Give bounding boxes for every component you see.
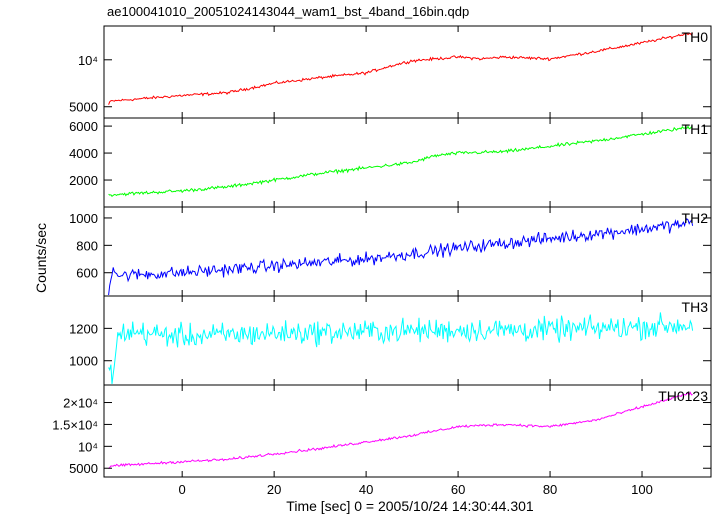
panel-th0123: 5000 10⁴ 1.5×10⁴ 2×10⁴ TH0123 — [52, 384, 712, 478]
panel-label-th2: TH2 — [682, 210, 709, 226]
x-tick-label: 100 — [631, 482, 653, 497]
y-tick-label: 600 — [76, 266, 98, 281]
y-tick-label: 2000 — [69, 173, 98, 188]
y-tick-label: 1200 — [69, 321, 98, 336]
y-tick-label: 800 — [76, 238, 98, 253]
panel-frame-th0 — [103, 25, 712, 119]
x-tick-label: 80 — [543, 482, 557, 497]
y-tick-label: 10⁴ — [78, 53, 98, 68]
panel-frame-th2 — [103, 206, 712, 297]
x-tick-label: 40 — [359, 482, 373, 497]
series-th0123-line — [108, 391, 693, 470]
panel-label-th3: TH3 — [682, 299, 709, 315]
panel-frame-th1 — [103, 117, 712, 208]
y-tick-label: 2×10⁴ — [63, 396, 98, 411]
panel-th2: 600 800 1000 TH2 — [69, 206, 712, 297]
x-tick-label: 0 — [179, 482, 186, 497]
y-tick-label: 10⁴ — [78, 439, 98, 454]
panel-frame-th0123 — [103, 384, 712, 478]
panel-th0: 5000 10⁴ TH0 — [69, 25, 712, 119]
y-tick-label: 1000 — [69, 354, 98, 369]
panel-label-th1: TH1 — [682, 121, 709, 137]
panel-frame-th3 — [103, 295, 712, 386]
panel-th1: 2000 4000 6000 TH1 — [69, 117, 712, 208]
y-tick-label: 5000 — [69, 100, 98, 115]
y-tick-label: 1000 — [69, 211, 98, 226]
y-axis-label: Counts/sec — [33, 223, 49, 293]
x-tick-label: 20 — [267, 482, 281, 497]
chart-title: ae100041010_20051024143044_wam1_bst_4ban… — [107, 4, 469, 19]
series-th2-line — [108, 218, 694, 296]
y-tick-label: 5000 — [69, 461, 98, 476]
series-th0-line — [108, 32, 694, 105]
series-th3-line — [108, 312, 694, 385]
y-tick-label: 6000 — [69, 119, 98, 134]
series-th1-line — [108, 125, 693, 198]
x-axis-label: Time [sec] 0 = 2005/10/24 14:30:44.301 — [286, 498, 534, 514]
panel-label-th0: TH0 — [682, 29, 709, 45]
y-tick-label: 1.5×10⁴ — [52, 417, 98, 432]
panel-label-th0123: TH0123 — [658, 388, 708, 404]
y-tick-label: 4000 — [69, 146, 98, 161]
x-tick-label: 60 — [451, 482, 465, 497]
panel-th3: 1000 1200 TH3 — [69, 295, 712, 386]
